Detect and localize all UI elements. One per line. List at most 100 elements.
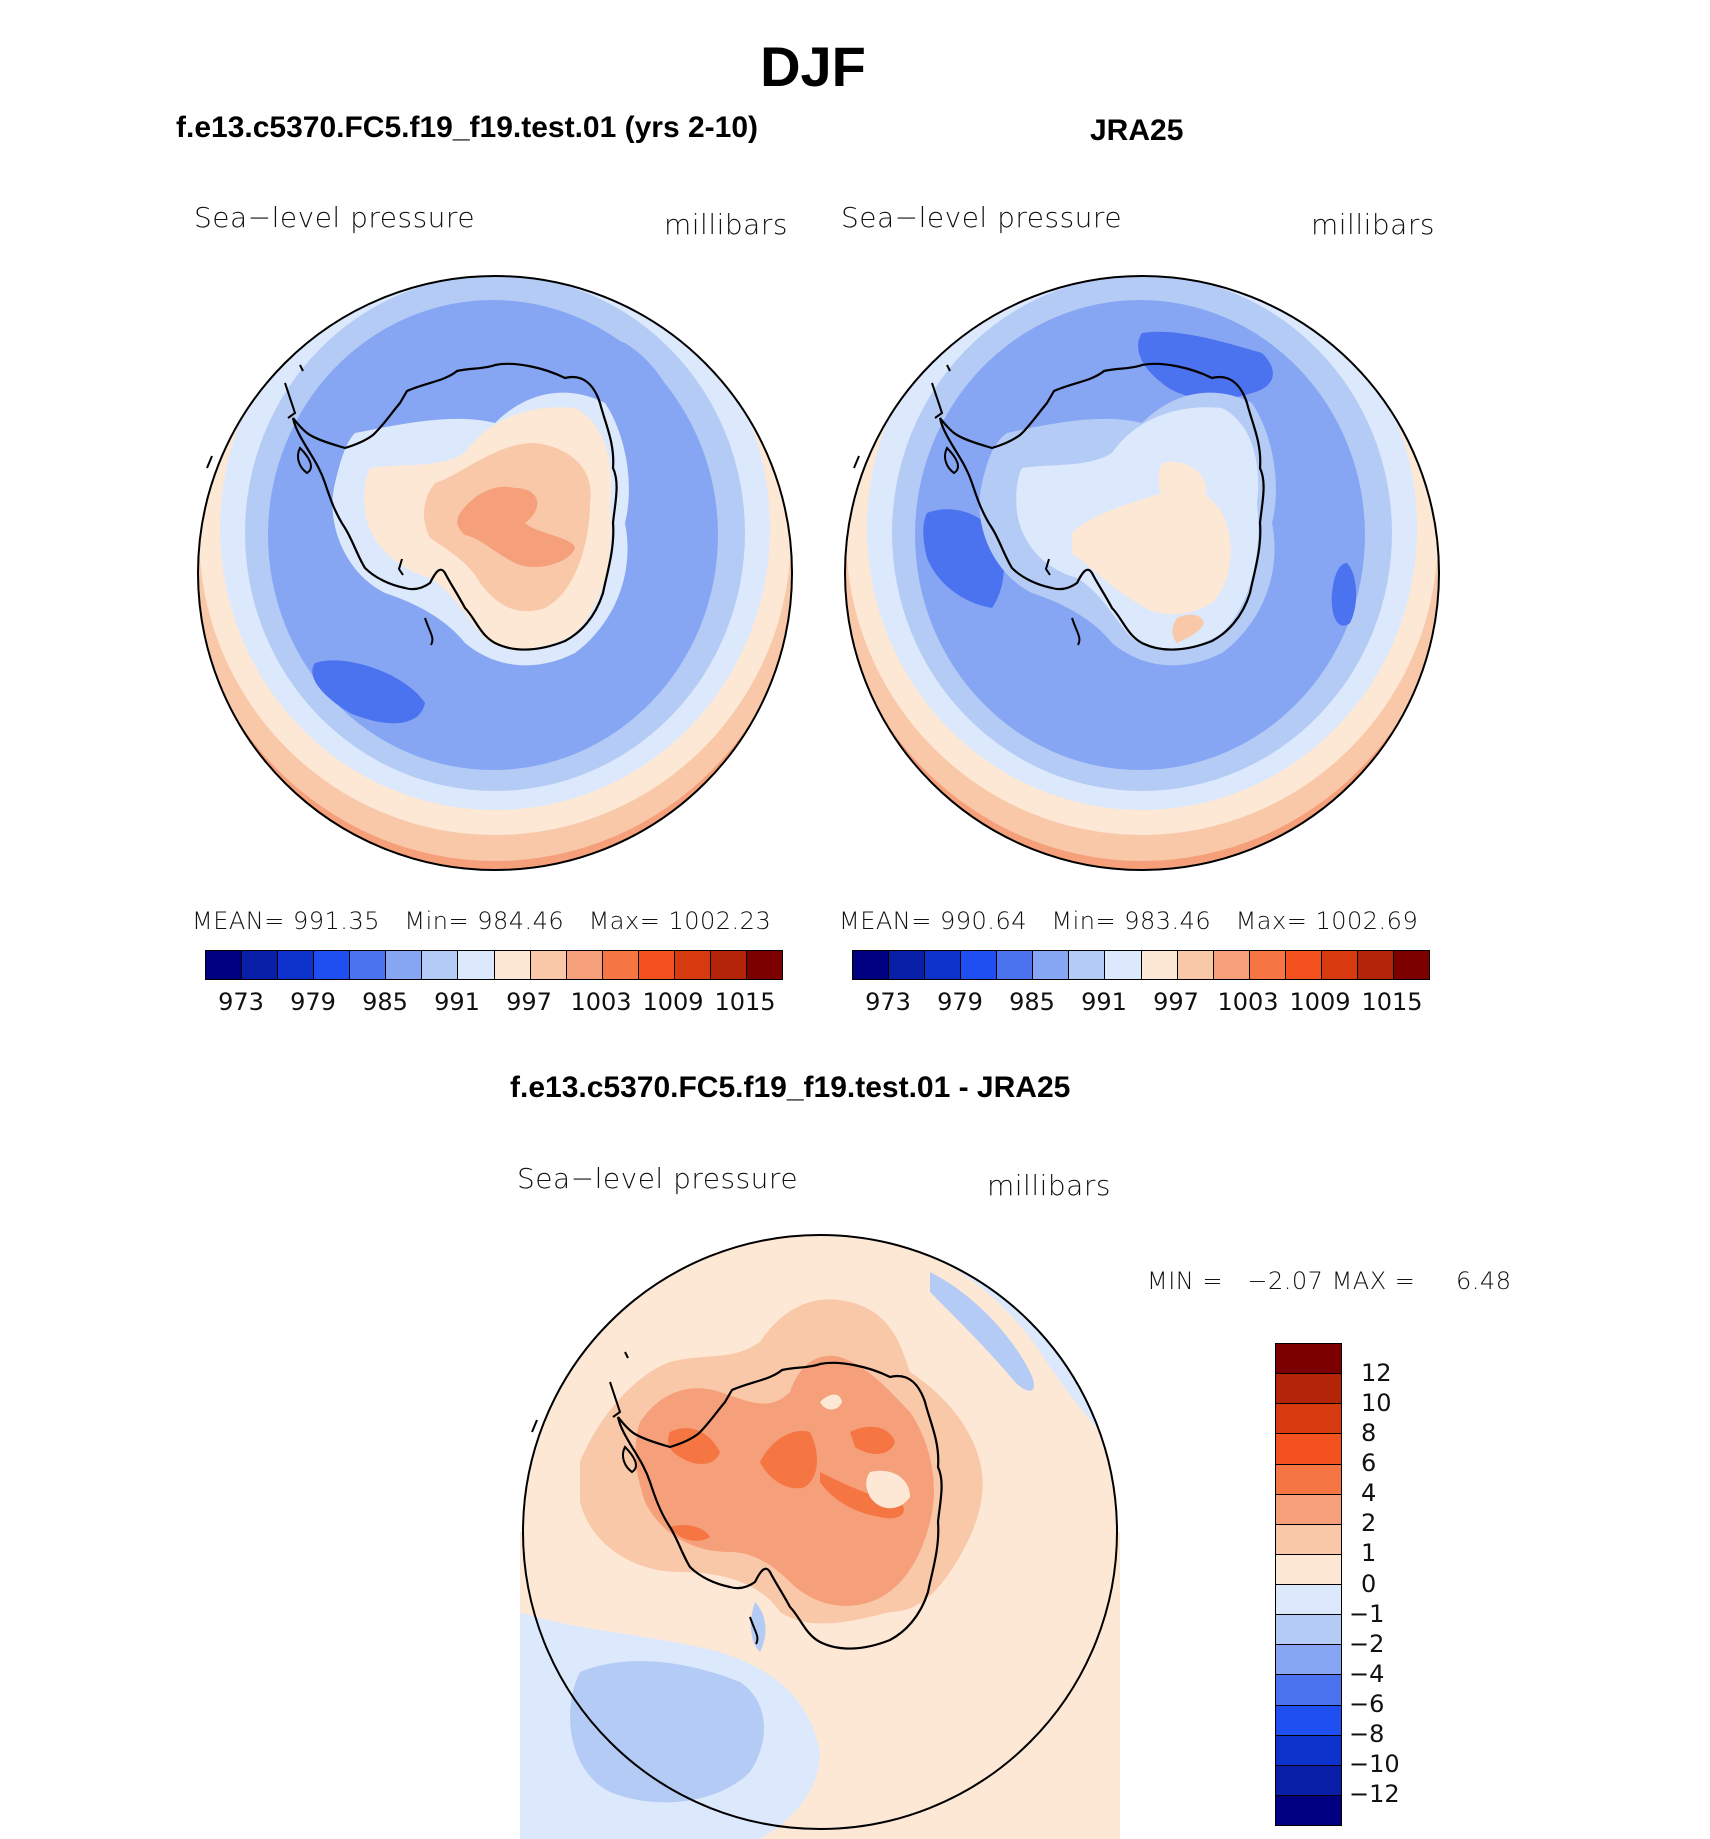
diff-units-label: millibars: [987, 1169, 1111, 1202]
colorbar-tick-label: 4: [1361, 1479, 1377, 1508]
colorbar-tick-label: 12: [1361, 1359, 1392, 1388]
model-subtitle: f.e13.c5370.FC5.f19_f19.test.01 (yrs 2-1…: [176, 111, 759, 144]
obs-subtitle: JRA25: [1090, 114, 1184, 147]
colorbar-tick-label: 1003: [1217, 988, 1279, 1016]
colorbar-tick-label: 1009: [642, 988, 704, 1016]
colorbar-tick-label: 979: [290, 988, 336, 1016]
colorbar-swatch: [602, 951, 639, 979]
model-colorbar: [205, 950, 783, 980]
colorbar-tick-label: −10: [1349, 1749, 1400, 1778]
colorbar-swatch: [422, 951, 459, 979]
colorbar-tick-label: 0: [1361, 1569, 1377, 1598]
colorbar-tick-label: 997: [506, 988, 552, 1016]
figure-title: DJF: [760, 35, 866, 98]
colorbar-swatch: [1393, 951, 1429, 979]
colorbar-tick-label: 979: [937, 988, 983, 1016]
obs-min-value: 983.46: [1124, 907, 1212, 935]
colorbar-swatch: [1276, 1735, 1341, 1766]
colorbar-swatch: [1276, 1344, 1341, 1375]
diff-min-value: −2.07: [1247, 1267, 1324, 1295]
colorbar-tick-label: 991: [434, 988, 480, 1016]
colorbar-tick-label: 1015: [1361, 988, 1423, 1016]
colorbar-swatch: [1276, 1615, 1341, 1646]
colorbar-swatch: [1321, 951, 1358, 979]
diff-polar-map: [520, 1234, 1120, 1839]
diff-max-label: MAX =: [1331, 1267, 1416, 1295]
colorbar-swatch: [206, 951, 243, 979]
colorbar-swatch: [530, 951, 567, 979]
obs-units-label: millibars: [1311, 208, 1435, 241]
colorbar-swatch: [1213, 951, 1250, 979]
colorbar-tick-label: 991: [1081, 988, 1127, 1016]
diff-stats: MIN = −2.07 MAX = 6.48: [1147, 1267, 1511, 1295]
colorbar-tick-label: −2: [1349, 1629, 1385, 1658]
colorbar-swatch: [1141, 951, 1178, 979]
colorbar-swatch: [278, 951, 315, 979]
colorbar-tick-label: 8: [1361, 1419, 1377, 1448]
colorbar-tick-label: 985: [1009, 988, 1055, 1016]
colorbar-swatch: [961, 951, 998, 979]
colorbar-swatch: [1276, 1434, 1341, 1465]
colorbar-swatch: [386, 951, 423, 979]
colorbar-swatch: [1276, 1705, 1341, 1736]
colorbar-swatch: [1276, 1404, 1341, 1435]
colorbar-tick-label: −8: [1349, 1719, 1385, 1748]
obs-max-label: Max=: [1235, 907, 1308, 935]
colorbar-swatch: [1276, 1524, 1341, 1555]
colorbar-swatch: [1069, 951, 1106, 979]
colorbar-swatch: [1276, 1494, 1341, 1525]
colorbar-swatch: [494, 951, 531, 979]
model-variable-label: Sea−level pressure: [194, 201, 476, 234]
obs-max-value: 1002.69: [1315, 907, 1419, 935]
colorbar-swatch: [674, 951, 711, 979]
model-max-label: Max=: [588, 907, 661, 935]
obs-polar-map: [844, 275, 1440, 871]
colorbar-tick-label: 1003: [570, 988, 632, 1016]
colorbar-swatch: [458, 951, 495, 979]
diff-min-label: MIN =: [1147, 1267, 1223, 1295]
obs-colorbar: [852, 950, 1430, 980]
model-max-value: 1002.23: [668, 907, 772, 935]
colorbar-swatch: [638, 951, 675, 979]
obs-mean-label: MEAN=: [839, 907, 932, 935]
colorbar-swatch: [1357, 951, 1394, 979]
colorbar-swatch: [350, 951, 387, 979]
colorbar-tick-label: 985: [362, 988, 408, 1016]
colorbar-tick-label: −6: [1349, 1689, 1385, 1718]
colorbar-swatch: [314, 951, 351, 979]
model-stats: MEAN= 991.35 Min= 984.46 Max= 1002.23: [192, 907, 771, 935]
model-mean-label: MEAN=: [192, 907, 285, 935]
colorbar-swatch: [1276, 1675, 1341, 1706]
colorbar-tick-label: 6: [1361, 1449, 1377, 1478]
colorbar-tick-label: −1: [1349, 1599, 1385, 1628]
colorbar-swatch: [1276, 1795, 1341, 1825]
colorbar-swatch: [1276, 1554, 1341, 1585]
model-min-label: Min=: [404, 907, 470, 935]
colorbar-tick-label: 973: [218, 988, 264, 1016]
colorbar-swatch: [710, 951, 747, 979]
colorbar-swatch: [1033, 951, 1070, 979]
colorbar-tick-label: −12: [1349, 1779, 1400, 1808]
colorbar-swatch: [1276, 1464, 1341, 1495]
colorbar-tick-label: 10: [1361, 1389, 1392, 1418]
colorbar-swatch: [1285, 951, 1322, 979]
diff-max-value: 6.48: [1456, 1267, 1512, 1295]
colorbar-tick-label: 1009: [1289, 988, 1351, 1016]
obs-stats: MEAN= 990.64 Min= 983.46 Max= 1002.69: [839, 907, 1418, 935]
model-polar-map: [197, 275, 793, 871]
obs-variable-label: Sea−level pressure: [841, 201, 1123, 234]
colorbar-swatch: [242, 951, 279, 979]
colorbar-swatch: [566, 951, 603, 979]
diff-variable-label: Sea−level pressure: [517, 1162, 799, 1195]
obs-mean-value: 990.64: [940, 907, 1027, 935]
colorbar-swatch: [1105, 951, 1142, 979]
colorbar-tick-label: 973: [865, 988, 911, 1016]
diff-subtitle: f.e13.c5370.FC5.f19_f19.test.01 - JRA25: [510, 1071, 1071, 1104]
model-mean-value: 991.35: [293, 907, 380, 935]
colorbar-swatch: [889, 951, 926, 979]
colorbar-swatch: [925, 951, 962, 979]
colorbar-tick-label: 1: [1361, 1539, 1377, 1568]
colorbar-swatch: [1177, 951, 1214, 979]
colorbar-swatch: [1276, 1765, 1341, 1796]
model-min-value: 984.46: [477, 907, 565, 935]
